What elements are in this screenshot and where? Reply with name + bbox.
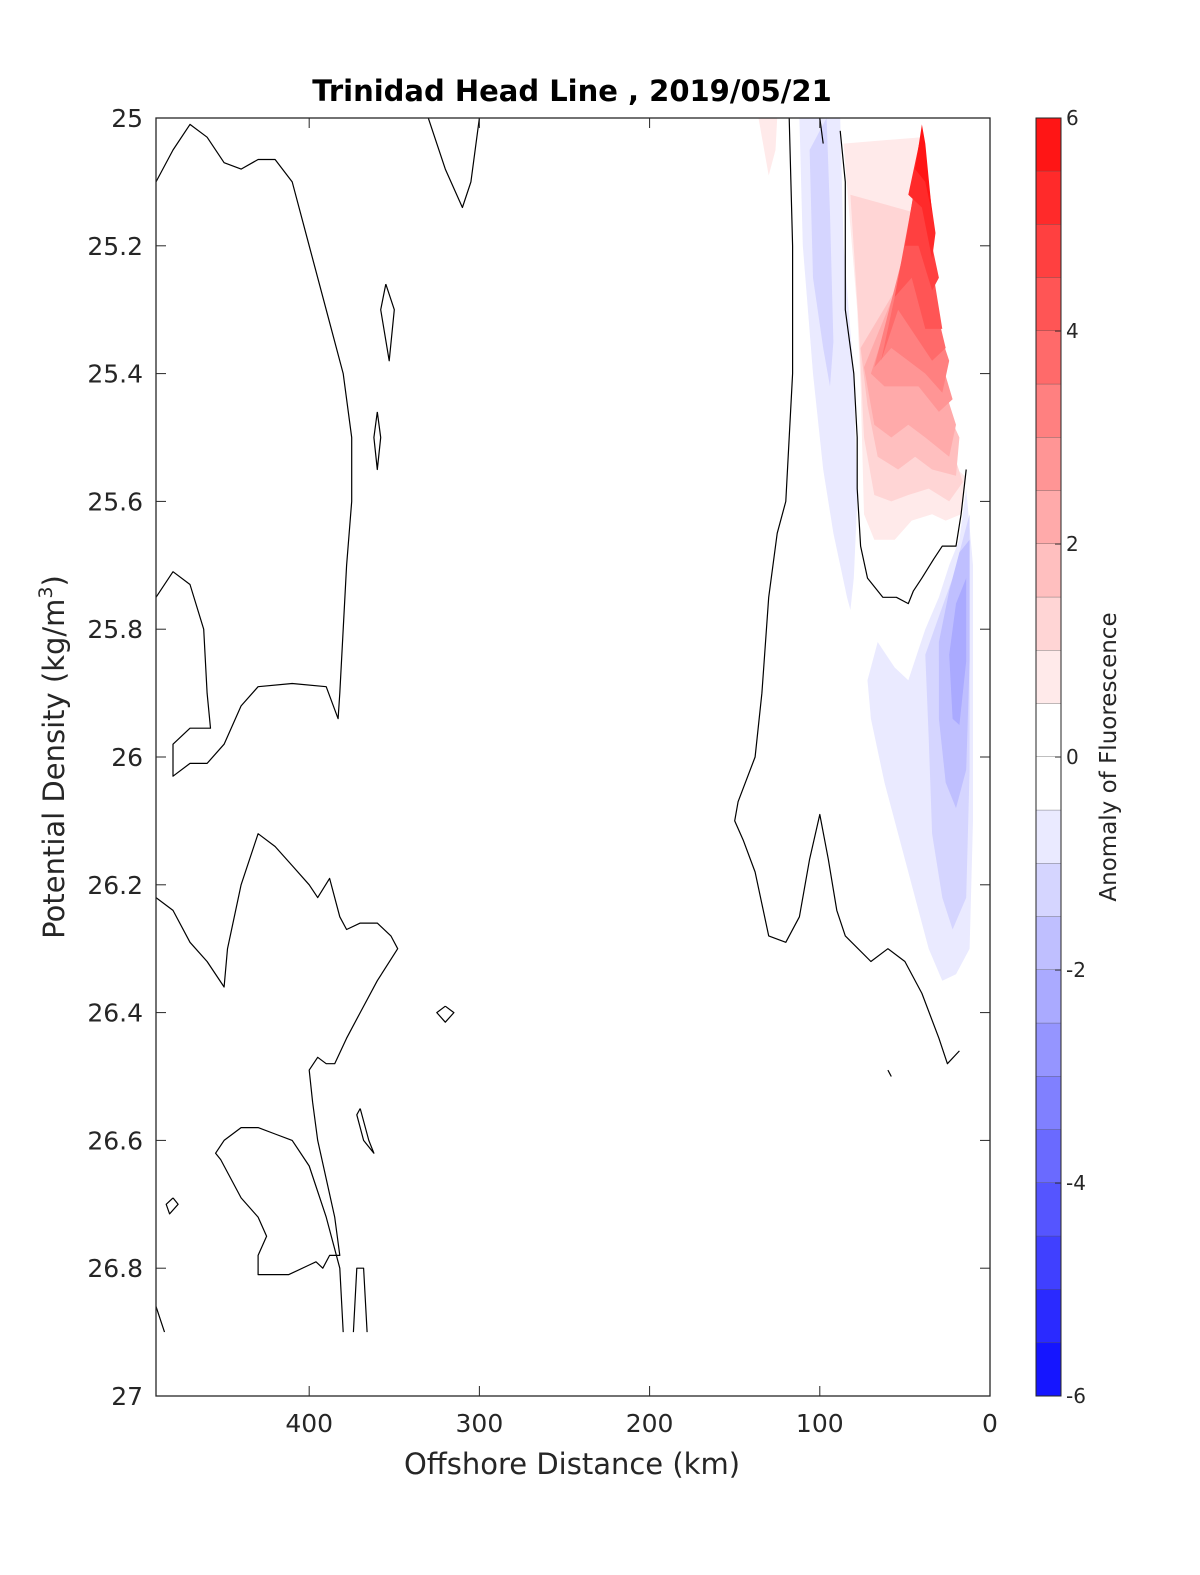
colorbar-band	[1036, 597, 1061, 651]
colorbar-band	[1036, 1342, 1061, 1397]
y-tick-label: 25.4	[87, 360, 143, 389]
colorbar-band	[1036, 1236, 1061, 1290]
y-tick-label: 26.2	[87, 871, 143, 900]
zero-contour-line-6	[436, 1005, 455, 1023]
colorbar-tick-label: 4	[1066, 319, 1079, 343]
colorbar-band	[1036, 650, 1061, 705]
zero-contour-line-7	[165, 1197, 179, 1215]
colorbar-ticks: 6 4 2 0 -2 -4 -6	[1055, 106, 1086, 1408]
colorbar-band	[1036, 970, 1061, 1024]
colorbar-band	[1036, 916, 1061, 971]
y-tick-label: 26	[111, 743, 143, 772]
colorbar-band	[1036, 1289, 1061, 1344]
y-tick-label: 26.4	[87, 999, 143, 1028]
filled-contour-region-17	[949, 578, 967, 725]
y-axis-label-main: Potential Density (kg/m	[37, 599, 71, 939]
colorbar-band	[1036, 224, 1061, 279]
y-tick-label: 26.8	[87, 1254, 143, 1283]
colorbar-band	[1036, 384, 1061, 438]
x-tick-label: 200	[626, 1409, 674, 1438]
colorbar-tick-label: 6	[1066, 106, 1079, 130]
colorbar-tick-label: 0	[1066, 745, 1079, 769]
colorbar-tick-label: 2	[1066, 532, 1079, 556]
y-axis-ticks: 25 25.2 25.4 25.6 25.8 26 26.2 26.4 26.6 26.8 27	[87, 104, 990, 1411]
filled-contour-region-0	[758, 118, 778, 176]
y-tick-label: 25.6	[87, 487, 143, 516]
x-axis-ticks: 400 300 200 100 0	[285, 118, 998, 1438]
y-tick-label: 25.2	[87, 232, 143, 261]
zero-contour-line-9	[352, 1267, 368, 1333]
zero-contour-line-13	[887, 1069, 892, 1077]
y-tick-label: 27	[111, 1382, 143, 1411]
x-tick-label: 400	[285, 1409, 333, 1438]
zero-contour-line-2	[156, 1306, 166, 1333]
colorbar-band	[1036, 810, 1061, 864]
colorbar-band	[1036, 1183, 1061, 1237]
plot-area	[156, 118, 990, 1396]
zero-contour-line-12	[839, 130, 967, 605]
zero-contour-line-10	[734, 118, 960, 1065]
y-axis-label: Potential Density (kg/m3)	[35, 575, 71, 939]
zero-contour-line-0	[156, 123, 353, 777]
colorbar-label: Anomaly of Fluorescence	[1096, 612, 1122, 901]
zero-contour-line-11	[819, 118, 824, 144]
colorbar-tick-label: -6	[1066, 1384, 1086, 1408]
colorbar-tick-label: -2	[1066, 958, 1086, 982]
colorbar-band	[1036, 863, 1061, 918]
colorbar	[1036, 118, 1061, 1397]
colorbar-band	[1036, 118, 1061, 172]
zero-contour-line-8	[356, 1108, 375, 1154]
colorbar-band	[1036, 1076, 1061, 1131]
y-tick-label: 26.6	[87, 1126, 143, 1155]
filled-contours	[758, 118, 973, 981]
filled-contour-region-11	[915, 124, 933, 214]
colorbar-band	[1036, 171, 1061, 225]
colorbar-band	[1036, 277, 1061, 332]
x-tick-label: 0	[982, 1409, 998, 1438]
x-tick-label: 300	[456, 1409, 504, 1438]
colorbar-band	[1036, 437, 1061, 492]
colorbar-band	[1036, 1129, 1061, 1184]
colorbar-band	[1036, 703, 1061, 758]
zero-contour-line-5	[373, 411, 382, 471]
x-tick-label: 100	[796, 1409, 844, 1438]
filled-contour-region-9	[904, 143, 939, 291]
colorbar-band	[1036, 490, 1061, 545]
y-axis-label-superscript: 3	[35, 586, 57, 598]
zero-contour-line-3	[427, 118, 480, 209]
zero-contour-line-4	[380, 283, 395, 362]
colorbar-band	[1036, 1023, 1061, 1077]
y-tick-label: 25	[111, 104, 143, 133]
colorbar-band	[1036, 544, 1061, 598]
x-axis-label: Offshore Distance (km)	[404, 1447, 740, 1481]
filled-contour-region-13	[809, 118, 834, 387]
filled-contour-region-10	[908, 130, 936, 259]
zero-contour-lines	[156, 118, 967, 1333]
colorbar-tick-label: -4	[1066, 1171, 1086, 1195]
y-axis-label-close: )	[37, 575, 71, 586]
chart-title: Trinidad Head Line , 2019/05/21	[312, 74, 832, 108]
colorbar-band	[1036, 331, 1061, 385]
y-tick-label: 25.8	[87, 615, 143, 644]
colorbar-band	[1036, 757, 1061, 811]
zero-contour-line-1	[156, 833, 399, 1333]
